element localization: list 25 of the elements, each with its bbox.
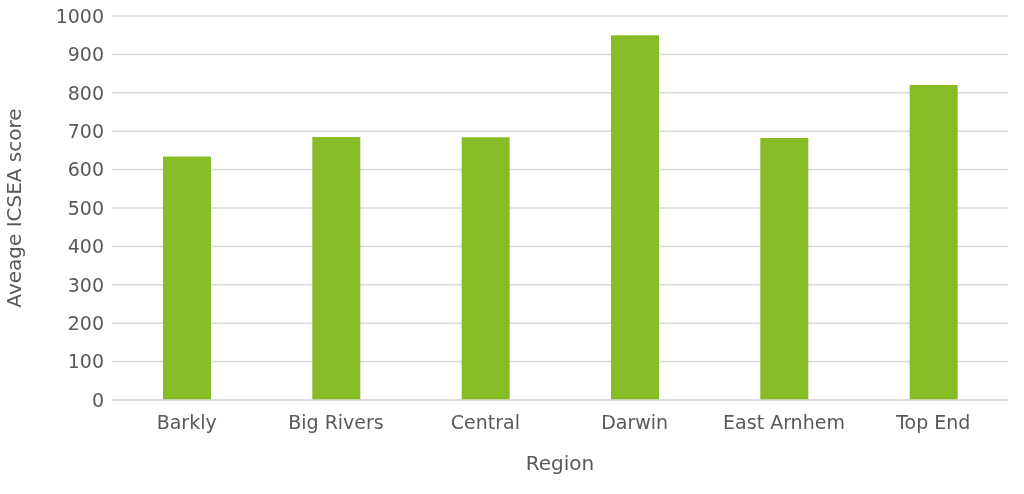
x-tick-label: Top End (895, 411, 971, 434)
y-tick-label: 600 (67, 158, 104, 181)
y-tick-label: 800 (67, 81, 104, 104)
bar (163, 156, 211, 400)
y-tick-label: 0 (91, 388, 104, 411)
x-tick-label: Central (450, 411, 520, 434)
x-tick-label: Barkly (156, 411, 217, 434)
x-tick-label: East Arnhem (723, 411, 845, 434)
y-tick-label: 1000 (55, 4, 104, 27)
y-tick-label: 400 (67, 235, 104, 258)
bar (461, 137, 510, 400)
y-tick-label: 100 (67, 350, 104, 373)
y-tick-label: 900 (67, 43, 104, 66)
bar (312, 136, 361, 400)
y-tick-label: 500 (67, 196, 104, 219)
bar (760, 138, 809, 400)
x-tick-label: Big Rivers (288, 411, 384, 434)
y-tick-label: 300 (67, 273, 104, 296)
x-axis-title: Region (525, 451, 595, 475)
bar (611, 35, 659, 400)
bar (909, 85, 958, 400)
y-tick-label: 700 (67, 119, 104, 142)
x-tick-label: Darwin (601, 411, 669, 434)
y-tick-label: 200 (67, 311, 104, 334)
y-axis-title: Aveage ICSEA score (2, 108, 27, 308)
